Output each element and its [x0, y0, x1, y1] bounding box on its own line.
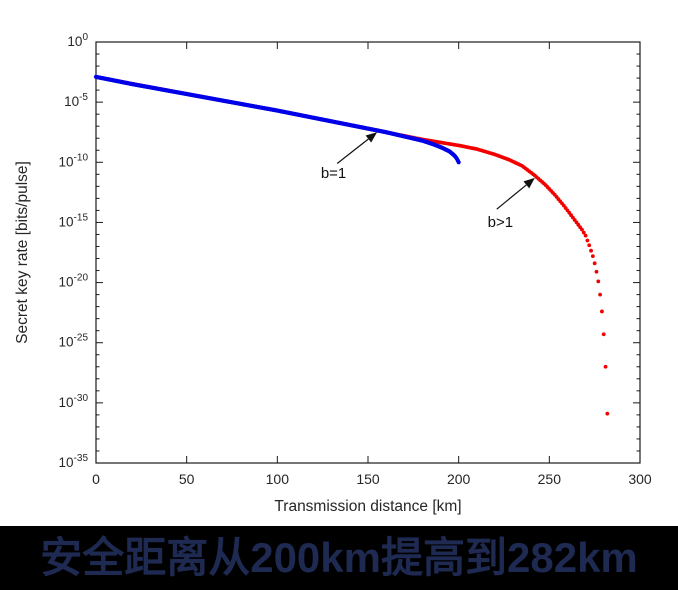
series-b1 [93, 74, 461, 165]
caption-banner: 安全距离从200km提高到282km [0, 526, 678, 590]
secret-key-rate-chart: 100 10-5 10-10 10-15 10-20 10-25 10-30 10-350 50… [14, 32, 652, 515]
svg-text:100: 100 [67, 32, 88, 49]
svg-text:50: 50 [179, 471, 195, 487]
y-tick-labels: 100 10-5 10-10 10-15 10-20 10-25 10-30 10-35 [59, 32, 89, 470]
svg-text:10-30: 10-30 [59, 393, 89, 410]
svg-text:10-20: 10-20 [59, 273, 89, 290]
svg-text:10-25: 10-25 [59, 333, 89, 350]
svg-text:200: 200 [447, 471, 471, 487]
svg-text:250: 250 [538, 471, 562, 487]
svg-text:150: 150 [356, 471, 380, 487]
svg-text:300: 300 [628, 471, 652, 487]
x-axis [95, 42, 641, 463]
plot-box [95, 41, 641, 464]
svg-text:10-5: 10-5 [64, 92, 88, 109]
svg-text:b>1: b>1 [488, 214, 513, 231]
x-tick-labels: 0 50 100 150 200 250 300 [92, 471, 652, 487]
x-axis-label: Transmission distance [km] [274, 498, 461, 515]
svg-text:10-35: 10-35 [59, 453, 89, 470]
y-axis [96, 41, 640, 464]
y-axis-label: Secret key rate [bits/pulse] [14, 161, 31, 344]
annotation-b1: b>1 [488, 177, 535, 231]
annotation-b1: b=1 [321, 132, 378, 182]
svg-text:b=1: b=1 [321, 165, 346, 182]
svg-text:0: 0 [92, 471, 100, 487]
caption-text: 安全距离从200km提高到282km [40, 534, 638, 581]
svg-text:10-10: 10-10 [59, 152, 89, 169]
svg-text:100: 100 [266, 471, 290, 487]
svg-text:10-15: 10-15 [59, 212, 89, 229]
